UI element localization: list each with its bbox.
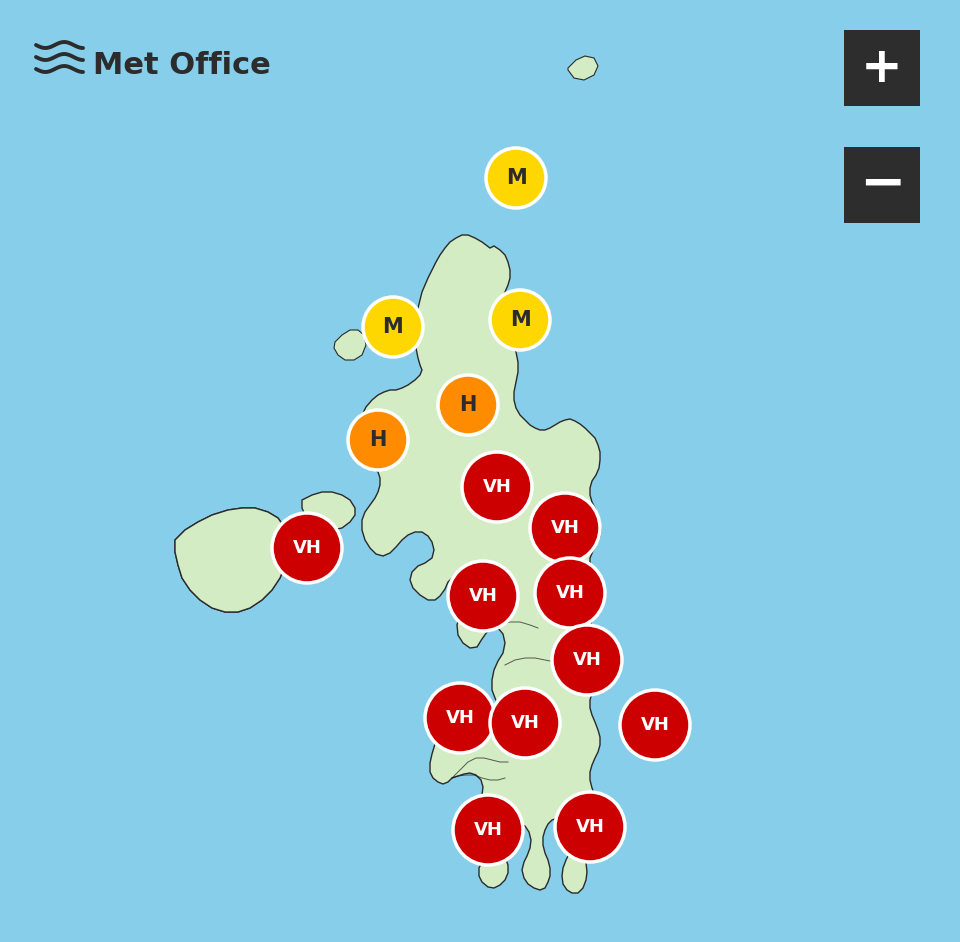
Circle shape bbox=[363, 297, 423, 357]
Text: VH: VH bbox=[551, 519, 580, 537]
Circle shape bbox=[425, 683, 495, 753]
Polygon shape bbox=[334, 330, 366, 360]
Text: Met Office: Met Office bbox=[93, 51, 271, 79]
Polygon shape bbox=[568, 56, 598, 80]
Text: M: M bbox=[383, 317, 403, 337]
Circle shape bbox=[438, 375, 498, 435]
Circle shape bbox=[348, 410, 408, 470]
Text: VH: VH bbox=[468, 587, 497, 605]
Circle shape bbox=[530, 493, 600, 563]
Text: VH: VH bbox=[293, 539, 322, 557]
Text: H: H bbox=[370, 430, 387, 450]
Text: −: − bbox=[859, 158, 905, 212]
Polygon shape bbox=[175, 508, 288, 612]
Circle shape bbox=[462, 452, 532, 522]
Text: H: H bbox=[459, 395, 477, 415]
Circle shape bbox=[490, 688, 560, 758]
Text: VH: VH bbox=[445, 709, 474, 727]
Circle shape bbox=[453, 795, 523, 865]
Circle shape bbox=[555, 792, 625, 862]
Text: VH: VH bbox=[572, 651, 601, 669]
Circle shape bbox=[486, 148, 546, 208]
Text: M: M bbox=[506, 168, 526, 188]
Circle shape bbox=[490, 290, 550, 350]
Circle shape bbox=[448, 561, 518, 631]
Circle shape bbox=[620, 690, 690, 760]
Circle shape bbox=[552, 625, 622, 695]
Text: +: + bbox=[861, 44, 902, 92]
Text: VH: VH bbox=[556, 584, 585, 602]
Bar bbox=[844, 30, 920, 106]
Bar bbox=[844, 147, 920, 223]
Text: VH: VH bbox=[473, 821, 502, 839]
Circle shape bbox=[272, 513, 342, 583]
Polygon shape bbox=[360, 235, 602, 893]
Text: VH: VH bbox=[511, 714, 540, 732]
Text: VH: VH bbox=[640, 716, 669, 734]
Text: VH: VH bbox=[576, 818, 605, 836]
Polygon shape bbox=[175, 508, 288, 612]
Text: M: M bbox=[510, 310, 530, 330]
Text: VH: VH bbox=[483, 478, 512, 496]
Polygon shape bbox=[302, 492, 355, 530]
Polygon shape bbox=[490, 178, 520, 200]
Circle shape bbox=[535, 558, 605, 628]
